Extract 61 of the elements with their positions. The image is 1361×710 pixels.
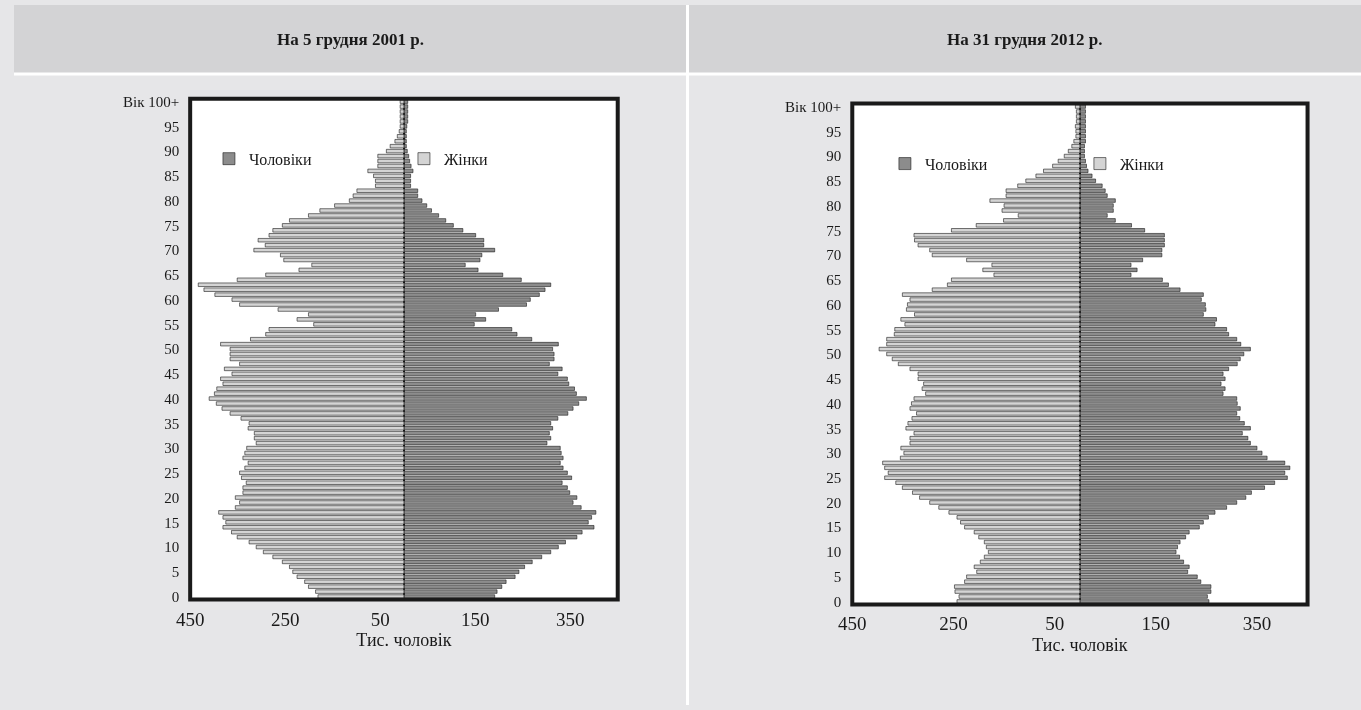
- y-tick-label: 5: [833, 568, 842, 585]
- y-tick-label: 80: [164, 192, 180, 209]
- y-tick-label: 75: [164, 217, 180, 234]
- x-tick-label: 450: [838, 613, 867, 635]
- y-tick-label: 40: [164, 390, 180, 407]
- y-tick-label: 35: [164, 415, 180, 432]
- y-tick-label: 20: [164, 489, 180, 506]
- y-tick-label: 50: [826, 346, 842, 363]
- chart-title: На 31 грудня 2012 р.: [947, 30, 1103, 49]
- y-tick-label: 50: [164, 341, 180, 358]
- x-tick-label: 450: [175, 608, 205, 630]
- bar: [377, 153, 405, 159]
- y-tick-label: Вік 100+: [785, 98, 842, 115]
- y-tick-label: 30: [826, 445, 842, 462]
- x-tick-label: 250: [939, 613, 968, 635]
- y-tick-label: 85: [826, 173, 842, 190]
- y-tick-label: 45: [826, 371, 842, 388]
- x-axis-title: Тис. чоловік: [1032, 634, 1128, 655]
- y-tick-label: 40: [826, 395, 842, 412]
- y-tick-label: 90: [164, 143, 180, 160]
- x-tick-label: 150: [1141, 613, 1171, 635]
- y-tick-label: 80: [826, 197, 842, 214]
- y-tick-label: 60: [826, 296, 842, 313]
- y-tick-label: 15: [826, 519, 842, 536]
- y-tick-label: 70: [164, 242, 180, 259]
- legend-label: Чоловіки: [924, 155, 988, 173]
- x-tick-label: 150: [460, 608, 490, 630]
- y-tick-label: 30: [164, 440, 180, 457]
- y-tick-label: 0: [833, 593, 842, 610]
- x-tick-label: 50: [1045, 613, 1065, 635]
- y-tick-label: 65: [164, 267, 180, 284]
- y-tick-label: 35: [826, 420, 842, 437]
- y-tick-label: 65: [826, 272, 842, 289]
- y-tick-label: Вік 100+: [123, 93, 180, 110]
- y-tick-label: 15: [164, 514, 180, 531]
- y-tick-label: 75: [826, 222, 842, 239]
- legend-label: Чоловіки: [248, 150, 312, 168]
- y-tick-label: 70: [826, 247, 842, 264]
- chart-title: На 5 грудня 2001 р.: [277, 30, 424, 49]
- x-tick-label: 350: [1242, 613, 1272, 635]
- y-tick-label: 95: [164, 118, 180, 135]
- y-tick-label: 55: [164, 316, 180, 333]
- y-tick-label: 55: [826, 321, 842, 338]
- x-tick-label: 350: [555, 608, 585, 630]
- x-axis-title: Тис. чоловік: [356, 629, 452, 650]
- y-tick-label: 10: [164, 539, 180, 556]
- legend-label: Жінки: [1119, 155, 1165, 173]
- y-tick-label: 85: [164, 168, 180, 185]
- y-tick-label: 25: [826, 469, 842, 486]
- y-tick-label: 25: [164, 465, 180, 482]
- y-tick-label: 90: [826, 148, 842, 165]
- y-tick-label: 20: [826, 494, 842, 511]
- y-tick-label: 5: [171, 564, 180, 581]
- x-tick-label: 250: [270, 608, 300, 630]
- x-tick-label: 50: [370, 608, 390, 630]
- y-tick-label: 45: [164, 366, 180, 383]
- y-tick-label: 0: [171, 588, 180, 605]
- y-tick-label: 95: [826, 123, 842, 140]
- y-tick-label: 60: [164, 291, 180, 308]
- legend-label: Жінки: [443, 150, 489, 168]
- y-tick-label: 10: [826, 544, 842, 561]
